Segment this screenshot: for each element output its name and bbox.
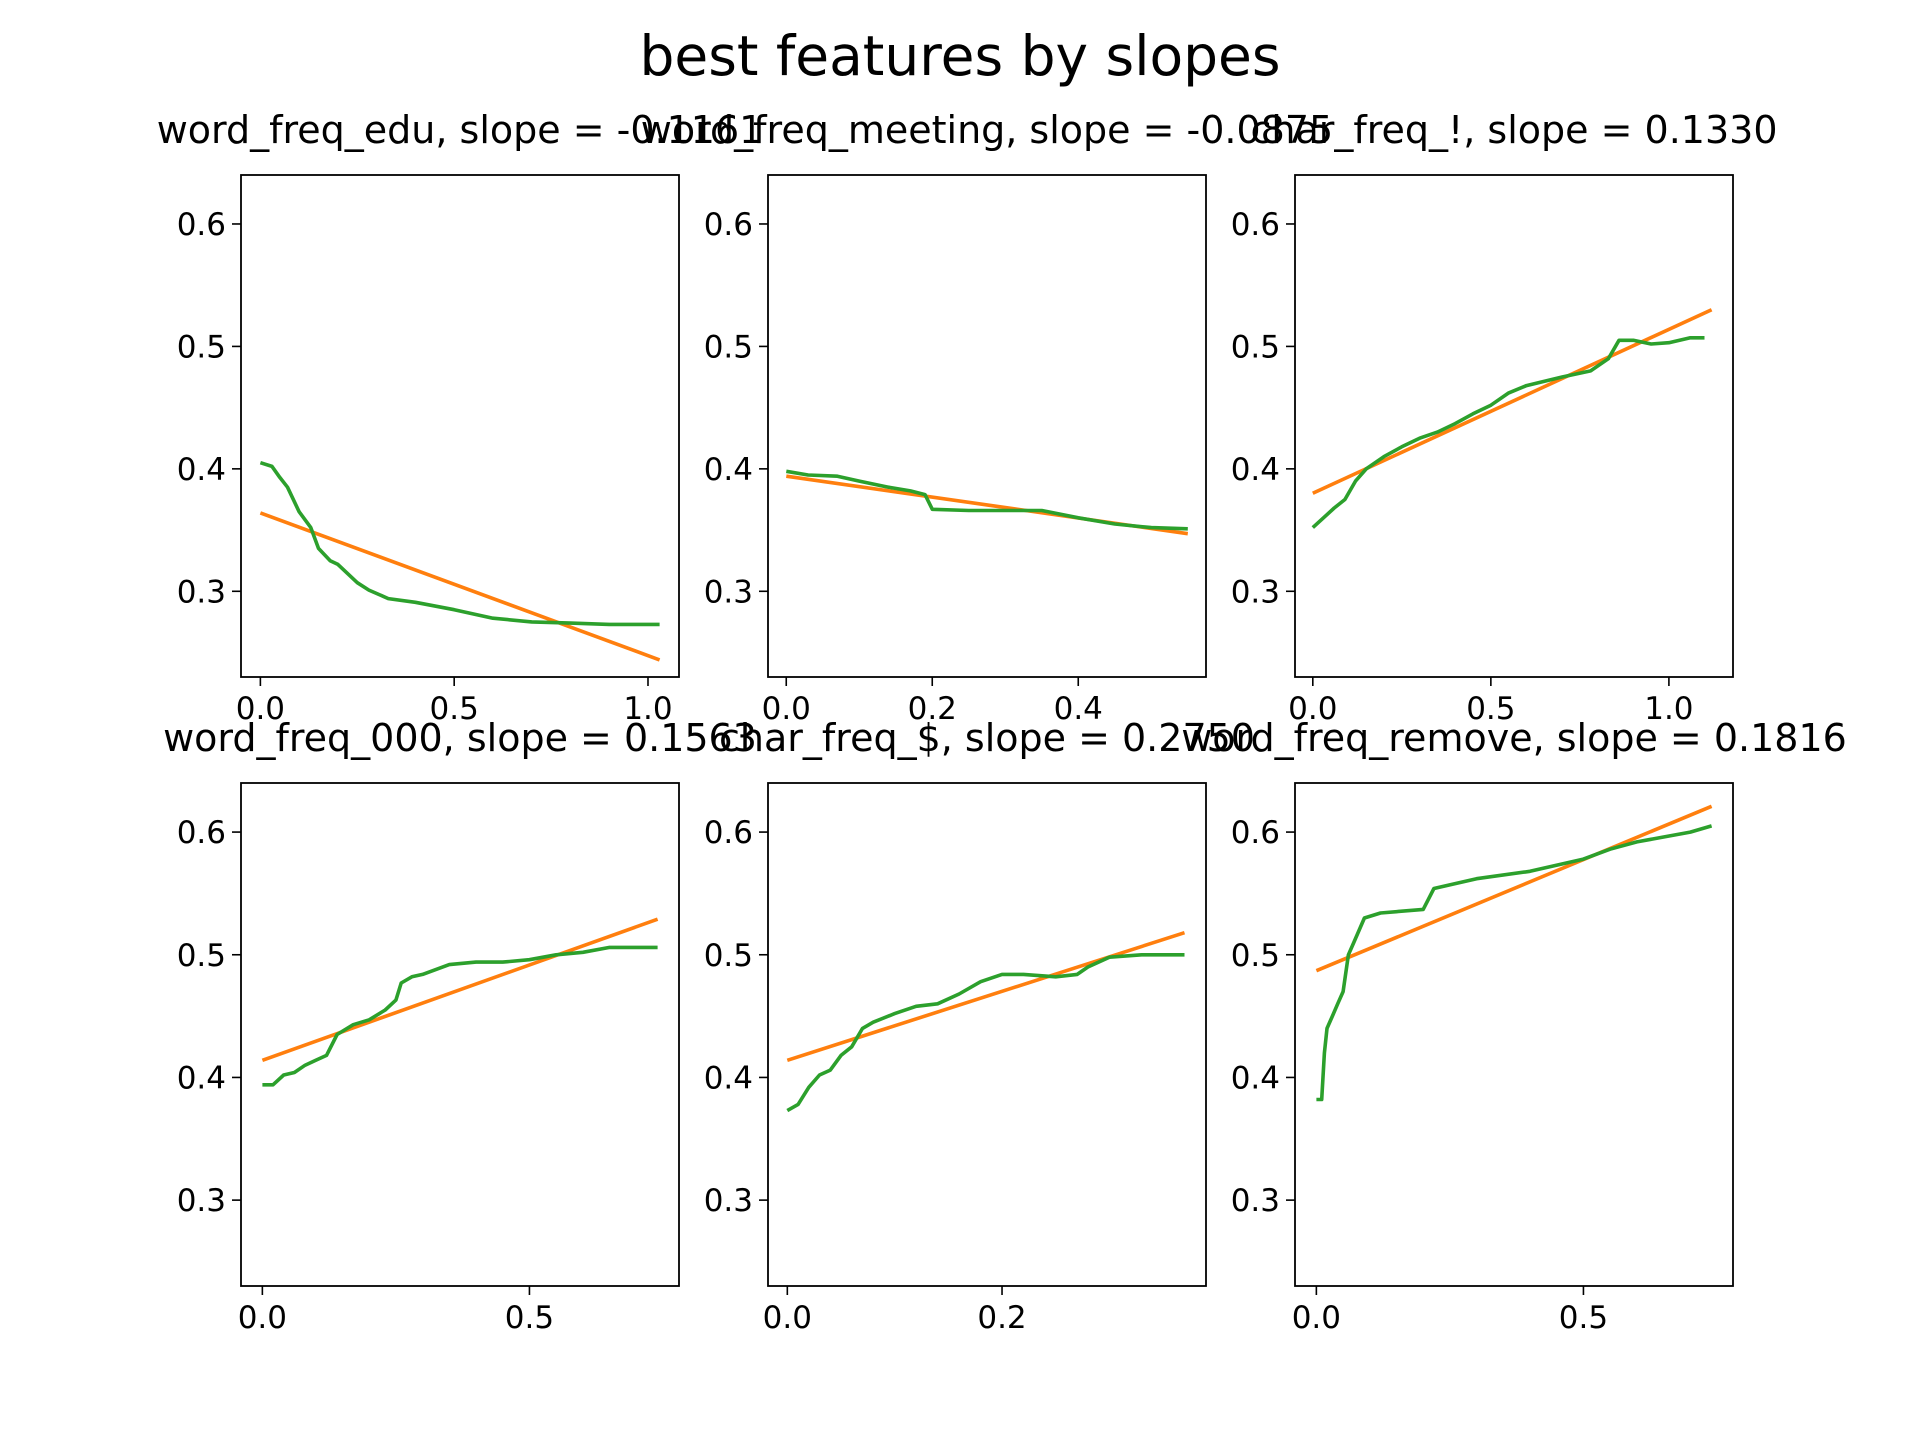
axes-frame bbox=[1294, 782, 1734, 1287]
x-tick-label: 0.5 bbox=[1559, 1300, 1608, 1336]
y-tick-label: 0.3 bbox=[704, 574, 753, 610]
data-series-line bbox=[259, 460, 660, 627]
subplot-grid: word_freq_edu, slope = -0.1161 0.3 0.4 0.5 0… bbox=[157, 108, 1847, 1336]
data-series-line bbox=[786, 952, 1185, 1113]
y-tick-label: 0.4 bbox=[1231, 1060, 1280, 1096]
subplot-title: word_freq_meeting, slope = -0.0875 bbox=[641, 108, 1333, 152]
fit-line bbox=[259, 511, 661, 662]
y-tick-label: 0.3 bbox=[1231, 1183, 1280, 1219]
x-tick-label: 0.2 bbox=[908, 691, 957, 727]
subplot-4: word_freq_000, slope = 0.1563 0.3 0.4 0.5 0.… bbox=[163, 716, 757, 1336]
x-tick-label: 0.5 bbox=[430, 691, 479, 727]
subplot-title: char_freq_!, slope = 0.1330 bbox=[1250, 108, 1777, 152]
x-tick-label: 0.0 bbox=[763, 1300, 812, 1336]
y-tick-label: 0.5 bbox=[1231, 938, 1280, 974]
fit-line bbox=[786, 930, 1186, 1063]
y-tick-label: 0.4 bbox=[704, 452, 753, 488]
subplot-title: word_freq_000, slope = 0.1563 bbox=[163, 716, 757, 760]
x-tick-label: 0.2 bbox=[977, 1300, 1026, 1336]
subplot-2: word_freq_meeting, slope = -0.0875 0.3 0.4… bbox=[641, 108, 1333, 727]
y-tick-label: 0.4 bbox=[704, 1060, 753, 1096]
y-tick-label: 0.6 bbox=[704, 815, 753, 851]
fit-line bbox=[261, 917, 659, 1062]
axes-frame bbox=[1294, 174, 1734, 678]
subplot-1: word_freq_edu, slope = -0.1161 0.3 0.4 0.5 0… bbox=[157, 108, 764, 727]
y-tick-label: 0.5 bbox=[177, 938, 226, 974]
subplot-6: word_freq_remove, slope = 0.1816 0.3 0.4 0.… bbox=[1181, 716, 1847, 1336]
axes-frame bbox=[240, 174, 680, 678]
figure-title: best features by slopes bbox=[639, 24, 1280, 88]
x-tick-label: 0.5 bbox=[505, 1300, 554, 1336]
x-tick-label: 1.0 bbox=[1644, 691, 1693, 727]
y-tick-label: 0.5 bbox=[177, 329, 226, 365]
y-tick-label: 0.6 bbox=[1231, 815, 1280, 851]
y-tick-label: 0.5 bbox=[704, 329, 753, 365]
y-tick-label: 0.5 bbox=[704, 938, 753, 974]
x-tick-label: 0.0 bbox=[762, 691, 811, 727]
x-tick-label: 1.0 bbox=[623, 691, 672, 727]
data-series-line bbox=[785, 469, 1188, 531]
x-tick-label: 0.0 bbox=[238, 1300, 287, 1336]
x-tick-label: 0.0 bbox=[1288, 691, 1337, 727]
y-tick-label: 0.3 bbox=[1231, 574, 1280, 610]
data-series-line bbox=[1311, 335, 1705, 529]
y-tick-label: 0.3 bbox=[704, 1183, 753, 1219]
axes-frame bbox=[767, 174, 1207, 678]
fit-line bbox=[1312, 308, 1713, 495]
fit-line bbox=[1315, 804, 1713, 973]
y-tick-label: 0.3 bbox=[177, 1183, 226, 1219]
y-tick-label: 0.4 bbox=[177, 1060, 226, 1096]
data-series-line bbox=[262, 945, 658, 1087]
y-tick-label: 0.5 bbox=[1231, 329, 1280, 365]
subplot-title: char_freq_$, slope = 0.2750 bbox=[719, 716, 1255, 760]
subplot-5: char_freq_$, slope = 0.2750 0.3 0.4 0.5 0.6 0… bbox=[704, 716, 1255, 1336]
subplot-title: word_freq_edu, slope = -0.1161 bbox=[157, 108, 764, 152]
x-tick-label: 0.0 bbox=[1292, 1300, 1341, 1336]
data-series-line bbox=[1316, 824, 1713, 1102]
axes-frame bbox=[240, 782, 680, 1287]
x-tick-label: 0.4 bbox=[1054, 691, 1103, 727]
subplot-title: word_freq_remove, slope = 0.1816 bbox=[1181, 716, 1847, 760]
y-tick-label: 0.4 bbox=[177, 452, 226, 488]
axes-frame bbox=[767, 782, 1207, 1287]
y-tick-label: 0.6 bbox=[704, 207, 753, 243]
y-tick-label: 0.3 bbox=[177, 574, 226, 610]
y-tick-label: 0.6 bbox=[1231, 207, 1280, 243]
subplot-3: char_freq_!, slope = 0.1330 0.3 0.4 0.5 0.6 0… bbox=[1231, 108, 1778, 727]
y-tick-label: 0.6 bbox=[177, 815, 226, 851]
x-tick-label: 0.5 bbox=[1466, 691, 1515, 727]
x-tick-label: 0.0 bbox=[236, 691, 285, 727]
y-tick-label: 0.6 bbox=[177, 207, 226, 243]
y-tick-label: 0.4 bbox=[1231, 452, 1280, 488]
